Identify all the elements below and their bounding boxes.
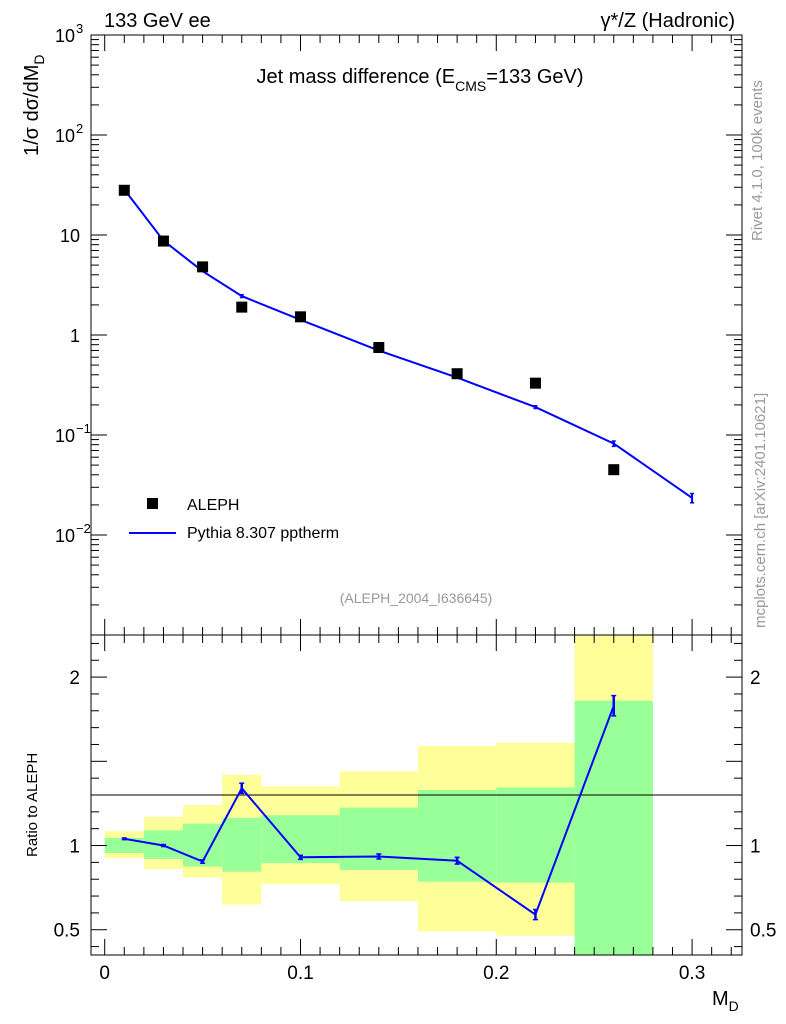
ratio-y-tick-label-left: 1 [69,837,80,858]
data-point-marker [529,377,541,389]
x-tick-label: 0.3 [679,963,705,984]
ratio-y-tick-label-left: 2 [69,668,80,689]
ratio-y-tick-label-right: 0.5 [750,921,776,942]
y-tick-base: 1 [70,326,80,346]
y-tick-label: 1 [70,326,80,346]
data-point-marker [157,235,169,247]
y-tick-label: 10 −2 [55,521,91,546]
y-tick-exponent: −2 [76,521,91,536]
y-tick-base: 10 [55,426,75,446]
y-tick-base: 10 [55,26,75,46]
y-tick-base: 10 [55,126,75,146]
ratio-y-axis-label: Ratio to ALEPH [24,753,41,857]
data-point-marker [451,368,463,380]
uncertainty-band-inner [339,807,418,870]
y-tick-exponent: −1 [76,421,91,436]
uncertainty-band-inner [574,700,653,955]
y-tick-label: 10 [60,226,80,246]
uncertainty-band-inner [417,789,497,882]
data-point-marker [294,311,306,323]
uncertainty-band-inner [496,787,575,883]
ratio-plot-frame [90,634,743,956]
x-axis-label: MD [712,988,739,1014]
rivet-version-label: Rivet 4.1.0, 100k events [749,80,766,241]
y-tick-exponent: 3 [76,21,83,36]
y-tick-label: 10 2 [55,121,83,146]
main-plot-frame [90,34,743,636]
x-tick-label: 0 [99,963,110,984]
data-point-marker [373,341,385,353]
data-point-marker [118,184,130,196]
y-tick-label: 10 −1 [55,421,91,446]
ratio-y-tick-label-right: 1 [750,837,761,858]
x-tick-label: 0.2 [483,963,509,984]
x-tick-label: 0.1 [287,963,313,984]
header-right-label: γ*/Z (Hadronic) [601,10,735,32]
y-tick-label: 10 3 [55,21,83,46]
header-left-label: 133 GeV ee [104,10,211,32]
legend-data-marker [147,498,158,509]
legend-mc-label: Pythia 8.307 pptherm [187,525,339,542]
main-y-axis-label: 1/σ dσ/dMD [21,54,47,156]
data-point-marker [608,464,620,476]
main-title: Jet mass difference (ECMS=133 GeV) [256,66,583,94]
mc-line [123,188,693,499]
analysis-id-label: (ALEPH_2004_I636645) [340,590,493,606]
main-panel: Jet mass difference (ECMS=133 GeV) 1/σ d… [21,21,743,636]
mcplots-reference-label: mcplots.cern.ch [arXiv:2401.10621] [752,393,769,628]
ratio-panel: 0.5 0.5 1 1 2 2 0 0.1 0.2 0.3 Ratio to ALEPH MD [24,634,776,1014]
uncertainty-band-inner [104,837,144,854]
legend-data-label: ALEPH [187,497,239,514]
data-point-marker [236,301,248,313]
data-point-marker [197,261,209,273]
uncertainty-band-inner [222,817,262,872]
ratio-y-tick-label-left: 0.5 [54,921,80,942]
legend: ALEPH Pythia 8.307 pptherm [129,497,339,542]
y-tick-base: 10 [55,526,75,546]
y-tick-base: 10 [60,226,80,246]
y-tick-exponent: 2 [76,121,83,136]
ratio-y-tick-label-right: 2 [750,668,761,689]
